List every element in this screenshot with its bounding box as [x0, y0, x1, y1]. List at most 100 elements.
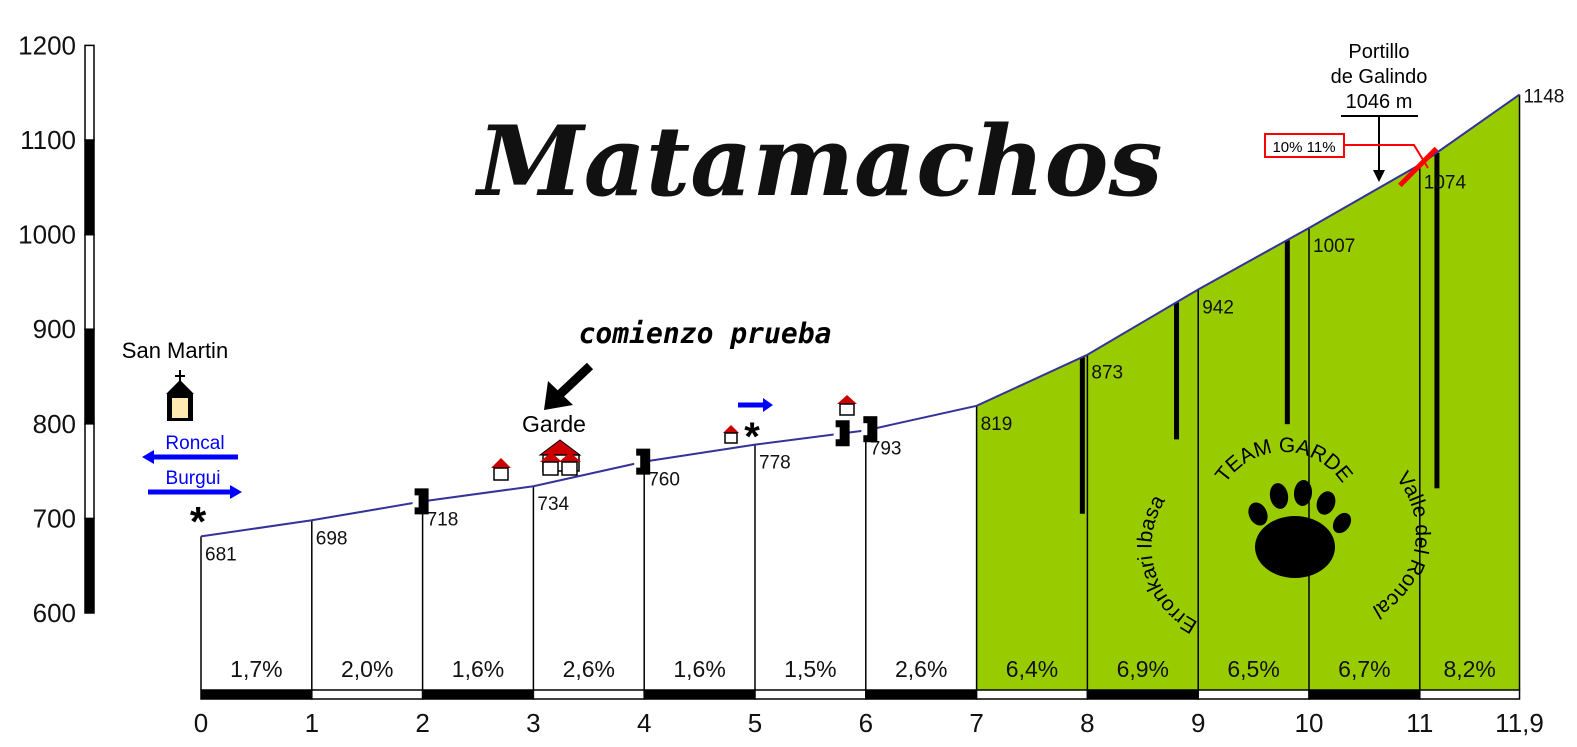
elevation-point-label: 778 — [759, 453, 791, 474]
elevation-point-label: 1074 — [1424, 173, 1467, 194]
village-annotation: Garde — [491, 411, 586, 481]
start-village-label: San Martin — [122, 338, 228, 363]
x-tick-label: 5 — [748, 708, 762, 738]
y-axis-segment — [84, 423, 95, 520]
asterisk-icon: * — [190, 498, 207, 545]
summit-altitude: 1046 m — [1346, 91, 1413, 113]
gradient-marker-bar — [1174, 302, 1180, 440]
elevation-point-label: 1007 — [1313, 236, 1355, 257]
km5-annotations: * — [723, 395, 857, 459]
y-tick-label: 1000 — [18, 220, 76, 250]
y-axis-segment — [84, 139, 95, 236]
x-tick-label: 6 — [859, 708, 873, 738]
x-axis-segment — [311, 689, 424, 700]
gradient-marker-bar — [1434, 152, 1440, 489]
arrow-down-icon — [1373, 116, 1385, 182]
x-tick-label: 8 — [1080, 708, 1094, 738]
x-tick-label: 11 — [1406, 708, 1433, 738]
village-houses-icon — [538, 439, 582, 476]
elevation-point-label: 793 — [870, 438, 902, 459]
steep-section-highlight — [1398, 146, 1439, 188]
arrow-right-icon — [148, 485, 242, 499]
x-axis-segment — [200, 689, 313, 700]
gradient-marker-bar — [1284, 240, 1290, 425]
segment-gradient-label: 6,4% — [1006, 656, 1058, 682]
segment-gradient-label: 6,5% — [1227, 656, 1279, 682]
x-tick-label: 0 — [194, 708, 208, 738]
x-axis-segment — [1308, 689, 1421, 700]
house-icon — [491, 458, 511, 481]
house-icon — [723, 425, 739, 444]
bear-paw-icon — [1248, 480, 1352, 578]
arrow-down-left-icon — [544, 362, 594, 410]
church-icon — [166, 370, 194, 421]
x-tick-label: 3 — [526, 708, 540, 738]
bridge-icon — [634, 448, 651, 475]
segment-gradient-label: 6,9% — [1117, 656, 1169, 682]
y-tick-label: 1100 — [20, 125, 76, 155]
x-tick-label: 10 — [1295, 708, 1324, 738]
elevation-point-label: 734 — [537, 494, 569, 515]
x-axis-segment — [1197, 689, 1310, 700]
house-icon — [837, 395, 857, 416]
x-axis-segment — [1086, 689, 1199, 700]
segment-gradient-label: 2,6% — [895, 656, 947, 682]
arrow-left-icon — [142, 450, 238, 464]
y-axis: 600 700 800 900 1000 1100 1200 — [18, 30, 95, 628]
segment-gradient-label: 1,6% — [673, 656, 725, 682]
segment-gradient-label: 1,5% — [784, 656, 836, 682]
y-tick-label: 900 — [33, 314, 76, 344]
segment-gradient-label: 2,6% — [563, 656, 615, 682]
x-tick-label: 1 — [305, 708, 319, 738]
x-tick-label: 7 — [969, 708, 983, 738]
x-axis: 0 1 2 3 4 5 6 7 8 9 10 11 11,9 — [194, 689, 1544, 738]
elevation-point-label: 942 — [1202, 297, 1234, 318]
y-axis-segment — [84, 44, 95, 141]
x-tick-label: 2 — [415, 708, 429, 738]
elevation-point-label: 698 — [316, 528, 348, 549]
segment-gradient-label: 8,2% — [1443, 656, 1495, 682]
elevation-point-label: 681 — [205, 544, 237, 565]
elevation-point-label: 718 — [427, 509, 459, 530]
bridge-icon — [861, 416, 878, 443]
x-axis-segment — [1419, 689, 1521, 700]
bridge-icon — [833, 420, 850, 447]
start-note-label: comienzo prueba — [579, 317, 832, 350]
segment-gradient-label: 6,7% — [1338, 656, 1390, 682]
summit-annotation: Portillo de Galindo 1046 m 10% 11% — [1264, 41, 1429, 182]
arrow-right-icon — [738, 398, 773, 412]
elevation-point-label: 760 — [648, 470, 680, 491]
x-tick-label: 9 — [1191, 708, 1205, 738]
y-tick-label: 700 — [33, 503, 76, 533]
y-axis-segment — [84, 233, 95, 330]
y-axis-segment — [84, 517, 95, 614]
x-axis-segment — [532, 689, 645, 700]
elevation-point-label: 873 — [1091, 363, 1123, 384]
chart-title: Matamachos — [474, 105, 1162, 218]
asterisk-icon: * — [744, 415, 760, 459]
summit-name-line2: de Galindo — [1331, 66, 1428, 88]
x-axis-segment — [975, 689, 1089, 700]
y-tick-label: 1200 — [18, 30, 76, 60]
elevation-point-label: 819 — [981, 414, 1013, 435]
steep-box-label: 10% 11% — [1272, 139, 1335, 156]
start-note: comienzo prueba — [544, 317, 831, 410]
bridge-icon — [412, 488, 429, 515]
x-axis-segment — [865, 689, 978, 700]
x-axis-segment — [754, 689, 867, 700]
profile-line-group: 681 698 718 734 760 778 793 819 873 942 1007 1074 11… — [200, 87, 1565, 565]
y-tick-label: 800 — [33, 409, 76, 439]
x-tick-label: 4 — [637, 708, 651, 738]
steep-area-fill — [976, 94, 1520, 691]
segment-gradient-label: 1,7% — [230, 656, 282, 682]
plot-area: 1,7% 2,0% 1,6% 2,6% 1,6% 1,5% 2,6% 6,4% 6,9% 6,5%… — [200, 93, 1521, 691]
summit-name-line1: Portillo — [1348, 41, 1409, 63]
start-village-annotation: San Martin — [122, 338, 228, 421]
road-sign-roncal: Roncal — [165, 433, 224, 454]
elevation-point-label: 1148 — [1524, 87, 1565, 108]
y-axis-segment — [84, 328, 95, 425]
y-tick-label: 600 — [33, 598, 76, 628]
x-axis-segment — [643, 689, 756, 700]
segment-gradient-label: 1,6% — [452, 656, 504, 682]
